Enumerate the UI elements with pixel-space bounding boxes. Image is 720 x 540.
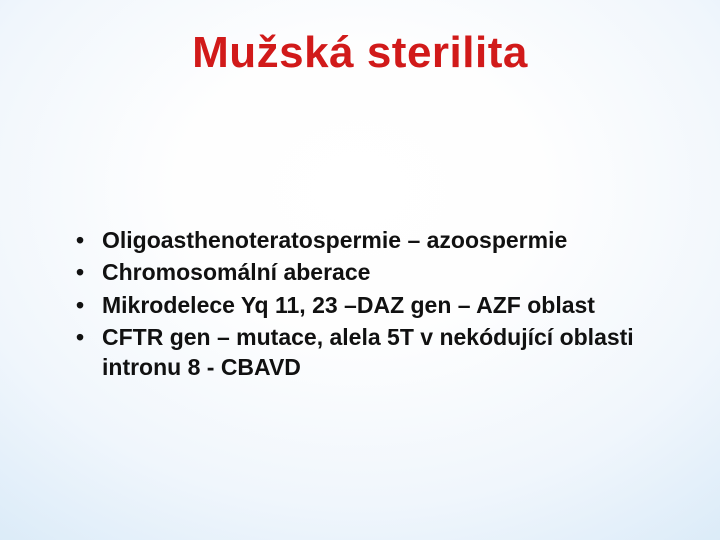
bullet-list: Oligoasthenoteratospermie – azoospermie … [74, 225, 680, 383]
list-item: Mikrodelece Yq 11, 23 –DAZ gen – AZF obl… [74, 290, 680, 320]
list-item: Oligoasthenoteratospermie – azoospermie [74, 225, 680, 255]
slide-title: Mužská sterilita [0, 28, 720, 78]
list-item: Chromosomální aberace [74, 257, 680, 287]
slide-body: Oligoasthenoteratospermie – azoospermie … [74, 225, 680, 385]
slide-container: Mužská sterilita Oligoasthenoteratosperm… [0, 0, 720, 540]
list-item: CFTR gen – mutace, alela 5T v nekódující… [74, 322, 680, 383]
